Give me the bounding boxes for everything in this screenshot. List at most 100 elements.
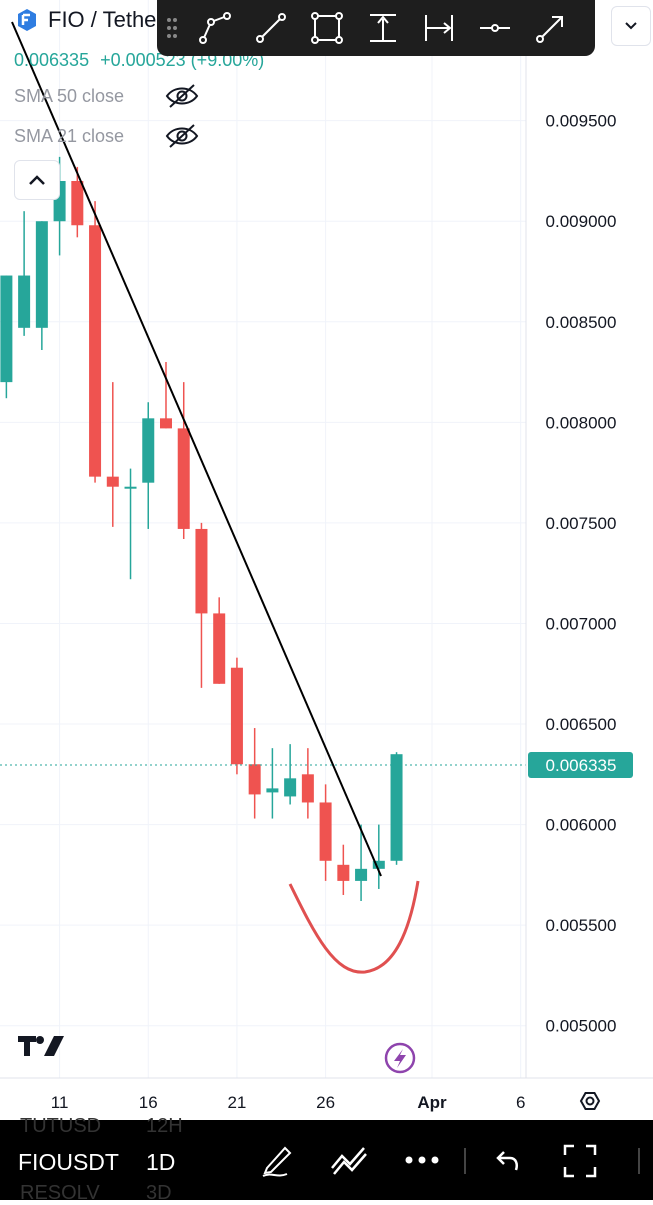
candle-body <box>177 428 190 529</box>
x-tick-label: 21 <box>227 1093 246 1112</box>
price-range-icon <box>370 14 396 42</box>
candle-body <box>35 221 48 328</box>
candle-body <box>89 225 102 477</box>
more-icon[interactable] <box>404 1152 440 1168</box>
x-tick-label: 16 <box>139 1093 158 1112</box>
candle <box>266 748 279 819</box>
candle <box>18 211 31 336</box>
last-price-label: 0.006335 <box>546 756 617 775</box>
chevron-down-icon <box>625 22 637 30</box>
candle-body <box>266 788 279 793</box>
indicator-sma-50[interactable]: SMA 50 close <box>14 86 124 107</box>
candle-body <box>372 860 385 869</box>
toolbar-separator <box>464 1148 466 1174</box>
arrow-tool-button[interactable] <box>523 0 579 56</box>
candle-body <box>71 181 84 226</box>
candle <box>230 657 243 775</box>
candle-body <box>301 774 314 803</box>
drawing-mode-icon[interactable] <box>330 1144 368 1176</box>
y-tick-label: 0.007000 <box>546 614 617 633</box>
candle <box>195 522 208 688</box>
indicator-label: SMA 50 close <box>14 86 125 106</box>
candle-body <box>18 275 31 328</box>
ghost-symbol-bottom: RESOLV <box>20 1182 100 1204</box>
y-tick-label: 0.006500 <box>546 715 617 734</box>
candle <box>159 362 172 429</box>
symbol-header[interactable]: FIO / Tethe <box>0 0 156 40</box>
candle <box>337 844 350 895</box>
candle <box>319 784 332 881</box>
drawing-toolbar <box>157 0 595 56</box>
pencil-icon[interactable] <box>259 1142 295 1178</box>
last-price-tag-bg <box>528 752 633 778</box>
collapse-legend-button[interactable] <box>14 160 60 200</box>
horizontal-ray-tool-button[interactable] <box>467 0 523 56</box>
fullscreen-icon[interactable] <box>563 1144 597 1178</box>
candle-body <box>106 476 119 487</box>
eye-hidden-icon[interactable] <box>164 82 200 110</box>
lightning-icon[interactable] <box>384 1042 416 1074</box>
undo-icon[interactable] <box>494 1146 522 1174</box>
trend-line[interactable] <box>11 21 382 877</box>
candle <box>372 824 385 889</box>
rectangle-icon <box>311 12 343 44</box>
trend-line-tool-button[interactable] <box>243 0 299 56</box>
candle-body <box>230 667 243 765</box>
candle <box>301 748 314 819</box>
x-tick-label: 11 <box>51 1093 69 1112</box>
last-price-tag: 0.006335 <box>528 752 633 778</box>
ghost-interval-bottom: 3D <box>146 1182 172 1204</box>
candle <box>0 275 13 399</box>
y-tick-label: 0.006000 <box>546 816 617 835</box>
price-scale[interactable]: 0.009500 0.009000 0.008500 0.008000 0.007500… <box>546 112 617 1036</box>
candle <box>124 468 137 580</box>
ghost-interval-top: 12H <box>146 1115 183 1137</box>
trend-line-icon <box>256 13 286 43</box>
tradingview-logo-icon[interactable] <box>18 1036 64 1056</box>
candle <box>390 752 403 865</box>
rectangle-tool-button[interactable] <box>299 0 355 56</box>
candle <box>142 402 155 529</box>
legend-price: 0.006335 <box>14 50 90 70</box>
candle-body <box>390 754 403 861</box>
scale-menu-button[interactable] <box>611 6 651 46</box>
fio-logo-icon <box>18 9 36 31</box>
toolbar-drag-handle[interactable] <box>157 0 187 56</box>
candle-body <box>355 868 368 881</box>
price-range-tool-button[interactable] <box>355 0 411 56</box>
date-range-tool-button[interactable] <box>411 0 467 56</box>
path-tool-icon <box>199 12 231 44</box>
drag-handle-icon <box>167 18 177 38</box>
candle <box>213 597 226 684</box>
interval-selector[interactable]: 1D <box>146 1149 176 1175</box>
x-tick-label: 6 <box>516 1093 525 1112</box>
candle <box>35 221 48 350</box>
candles <box>0 156 403 902</box>
arrow-icon <box>536 16 563 43</box>
candle-body <box>213 613 226 684</box>
symbol-selector[interactable]: FIOUSDT <box>18 1149 119 1175</box>
candle-body <box>337 864 350 881</box>
ghost-symbol-top: TUTUSD <box>20 1115 102 1137</box>
y-tick-label: 0.009500 <box>546 112 617 131</box>
symbol-name: FIO / Tethe <box>48 7 157 32</box>
time-scale[interactable]: 11 16 21 26 Apr 6 <box>51 1093 526 1112</box>
chevron-up-icon <box>29 175 45 185</box>
x-tick-label: Apr <box>417 1093 447 1112</box>
chart-grid <box>0 0 526 1078</box>
settings-icon[interactable] <box>579 1092 601 1110</box>
rounded-bottom-curve[interactable] <box>288 880 420 974</box>
candle <box>355 824 368 902</box>
indicator-sma-21[interactable]: SMA 21 close <box>14 126 124 147</box>
path-tool-button[interactable] <box>187 0 243 56</box>
candle-body <box>284 778 297 797</box>
toolbar-separator <box>638 1148 640 1174</box>
candle <box>106 382 119 527</box>
candle-body <box>248 764 261 795</box>
candle <box>71 166 84 238</box>
candle-body <box>124 486 137 489</box>
eye-hidden-icon[interactable] <box>164 122 200 150</box>
indicator-label: SMA 21 close <box>14 126 125 146</box>
y-tick-label: 0.008500 <box>546 313 617 332</box>
